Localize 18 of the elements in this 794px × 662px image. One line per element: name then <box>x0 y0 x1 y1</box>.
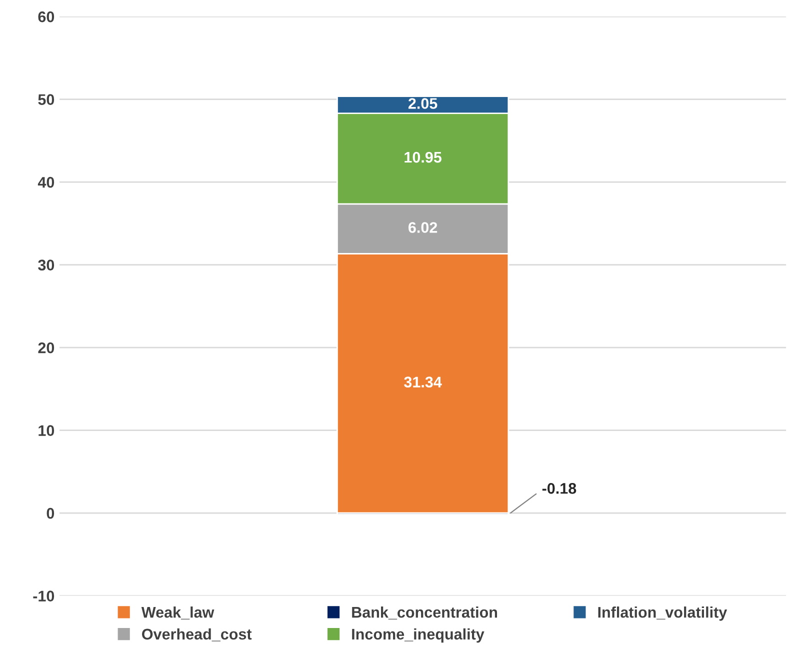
legend-label: Overhead_cost <box>142 628 252 642</box>
legend-label: Bank_concentration <box>352 606 498 620</box>
y-tick-label: 30 <box>38 260 54 271</box>
y-tick-label: 10 <box>38 425 54 436</box>
y-tick-label: -10 <box>33 590 54 602</box>
legend-label: Inflation_volatility <box>598 606 728 621</box>
data-label: 6.02 <box>408 222 438 233</box>
data-label: 2.05 <box>408 98 438 109</box>
y-tick-label: 20 <box>38 342 54 354</box>
legend-label: Income_inequality <box>352 628 484 643</box>
data-label: -0.18 <box>542 482 576 494</box>
data-label: 31.34 <box>404 376 442 388</box>
y-tick-label: 0 <box>46 508 54 519</box>
legend-label: Weak_law <box>141 606 214 620</box>
y-tick-label: 50 <box>38 94 54 105</box>
data-label: 10.95 <box>404 152 442 163</box>
y-tick-label: 60 <box>38 11 54 22</box>
y-tick-label: 40 <box>38 176 54 188</box>
